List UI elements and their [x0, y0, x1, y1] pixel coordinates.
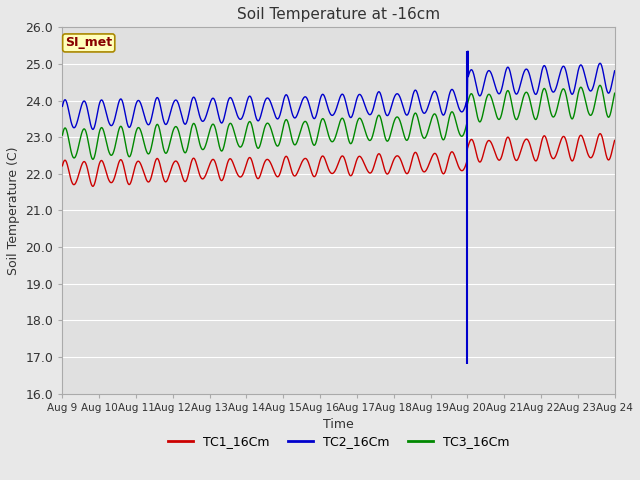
Title: Soil Temperature at -16cm: Soil Temperature at -16cm [237, 7, 440, 22]
X-axis label: Time: Time [323, 418, 354, 431]
Text: SI_met: SI_met [65, 36, 112, 49]
Legend: TC1_16Cm, TC2_16Cm, TC3_16Cm: TC1_16Cm, TC2_16Cm, TC3_16Cm [163, 430, 515, 453]
Y-axis label: Soil Temperature (C): Soil Temperature (C) [7, 146, 20, 275]
